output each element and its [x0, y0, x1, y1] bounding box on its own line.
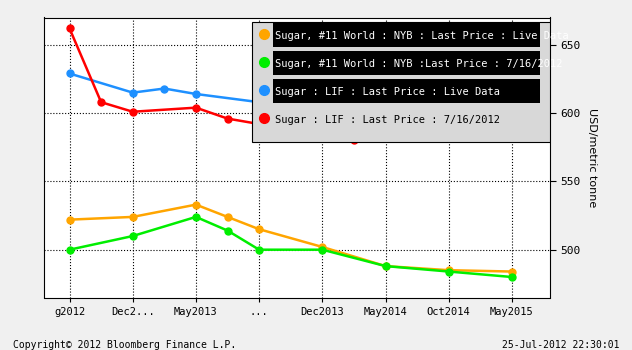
Text: Sugar, #11 World : NYB :Last Price : 7/16/2012: Sugar, #11 World : NYB :Last Price : 7/1…: [276, 59, 563, 69]
Y-axis label: USD/metric tonne: USD/metric tonne: [587, 108, 597, 207]
FancyBboxPatch shape: [273, 51, 540, 75]
Text: Sugar : LIF : Last Price : Live Data: Sugar : LIF : Last Price : Live Data: [276, 87, 501, 97]
Text: Copyright© 2012 Bloomberg Finance L.P.: Copyright© 2012 Bloomberg Finance L.P.: [13, 340, 236, 350]
Text: Sugar, #11 World : NYB : Last Price : Live Data: Sugar, #11 World : NYB : Last Price : Li…: [276, 31, 569, 41]
FancyBboxPatch shape: [273, 79, 540, 103]
Text: Sugar : LIF : Last Price : 7/16/2012: Sugar : LIF : Last Price : 7/16/2012: [276, 115, 501, 125]
FancyBboxPatch shape: [273, 23, 540, 47]
FancyBboxPatch shape: [273, 107, 540, 131]
FancyBboxPatch shape: [252, 22, 550, 142]
Text: 25-Jul-2012 22:30:01: 25-Jul-2012 22:30:01: [502, 340, 619, 350]
